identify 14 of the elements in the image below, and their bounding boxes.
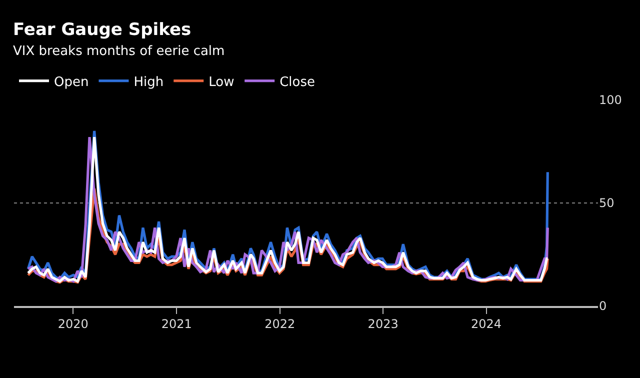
x-tick-label: 2021 xyxy=(161,317,192,332)
legend-label: Open xyxy=(54,74,89,90)
x-tick-label: 2020 xyxy=(58,317,88,332)
chart-subtitle: VIX breaks months of eerie calm xyxy=(13,44,225,59)
x-tick-label: 2023 xyxy=(368,317,398,332)
y-tick-label: 0 xyxy=(599,299,607,314)
legend-label: Low xyxy=(208,74,235,90)
y-tick-label: 50 xyxy=(599,196,614,210)
legend-label: Close xyxy=(280,74,316,90)
x-tick-label: 2022 xyxy=(264,317,296,332)
chart-title: Fear Gauge Spikes xyxy=(13,20,192,40)
y-tick-label: 100 xyxy=(599,93,622,108)
legend-label: High xyxy=(134,74,164,90)
x-tick-label: 2024 xyxy=(471,317,502,332)
